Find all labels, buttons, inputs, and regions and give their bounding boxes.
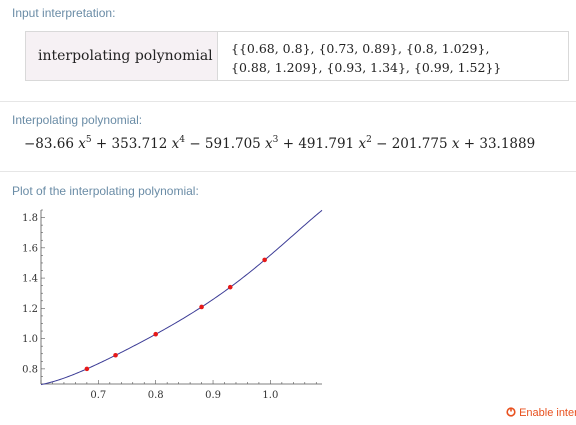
data-point (85, 367, 90, 372)
input-points-cell: {{0.68, 0.8}, {0.73, 0.89}, {0.8, 1.029}… (218, 32, 568, 80)
term-3-exp: 3 (273, 135, 279, 145)
input-interpretation-table: interpolating polynomial {{0.68, 0.8}, {… (25, 31, 569, 81)
op-5: − (376, 136, 387, 152)
term-5-coef: 201.775 (392, 136, 448, 152)
polynomial-curve (41, 210, 322, 384)
op-3: − (189, 136, 200, 152)
y-tick-label: 1.0 (22, 334, 38, 345)
polynomial-plot: 0.7 0.8 0.9 1.0 0.8 1.0 1.2 1.4 1.6 1.8 (0, 200, 340, 405)
term-6-const: 33.1889 (479, 136, 535, 152)
input-label: interpolating polynomial (38, 48, 213, 64)
y-tick-label: 1.4 (22, 274, 38, 285)
data-point (228, 285, 233, 290)
term-1-var: x (78, 136, 86, 152)
term-2-coef: 353.712 (112, 136, 168, 152)
input-interpretation-title: Input interpretation: (12, 6, 115, 20)
term-5-var: x (452, 136, 460, 152)
data-point (262, 258, 267, 263)
x-tick-label: 0.7 (90, 390, 106, 401)
term-4-var: x (358, 136, 366, 152)
input-points-line-2: {0.88, 1.209}, {0.93, 1.34}, {0.99, 1.52… (231, 58, 568, 77)
pod-divider (0, 101, 576, 102)
op-2: + (96, 136, 107, 152)
op-6: + (464, 136, 475, 152)
data-point (199, 305, 204, 310)
data-point (153, 332, 158, 337)
y-tick-label: 1.2 (22, 304, 38, 315)
x-tick-label: 0.8 (148, 390, 164, 401)
y-tick-label: 0.8 (22, 364, 38, 375)
enable-interactivity-link[interactable]: Enable inter (506, 407, 576, 419)
op-4: + (283, 136, 294, 152)
input-label-cell: interpolating polynomial (26, 32, 218, 80)
term-3-coef: 591.705 (205, 136, 261, 152)
x-tick-label: 1.0 (262, 390, 278, 401)
enable-interactivity-label[interactable]: Enable inter (519, 407, 576, 419)
y-tick-label: 1.8 (22, 213, 38, 224)
input-points-line-1: {{0.68, 0.8}, {0.73, 0.89}, {0.8, 1.029}… (231, 39, 568, 58)
plot-title: Plot of the interpolating polynomial: (12, 184, 199, 198)
x-tick-label: 0.9 (205, 390, 221, 401)
polynomial-expression: −83.66 x5 + 353.712 x4 − 591.705 x3 + 49… (24, 136, 535, 152)
interpolating-polynomial-title: Interpolating polynomial: (12, 113, 142, 127)
term-4-coef: 491.791 (298, 136, 354, 152)
data-point (113, 353, 118, 358)
interactivity-icon (506, 407, 516, 417)
pod-divider (0, 171, 576, 172)
y-tick-label: 1.6 (22, 243, 38, 254)
term-4-exp: 2 (366, 135, 372, 145)
term-3-var: x (265, 136, 273, 152)
term-1-exp: 5 (86, 135, 92, 145)
term-2-exp: 4 (179, 135, 185, 145)
term-1-coef: −83.66 (24, 136, 74, 152)
